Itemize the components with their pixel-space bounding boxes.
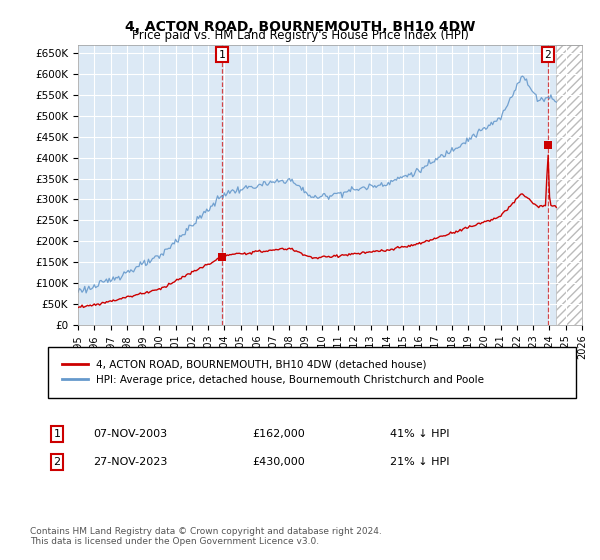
Text: 1: 1 <box>218 50 226 59</box>
Text: 41% ↓ HPI: 41% ↓ HPI <box>390 429 449 439</box>
Text: 2: 2 <box>53 457 61 467</box>
Text: 27-NOV-2023: 27-NOV-2023 <box>93 457 167 467</box>
Text: 1: 1 <box>53 429 61 439</box>
Text: £162,000: £162,000 <box>252 429 305 439</box>
Text: £430,000: £430,000 <box>252 457 305 467</box>
Text: 21% ↓ HPI: 21% ↓ HPI <box>390 457 449 467</box>
Text: Contains HM Land Registry data © Crown copyright and database right 2024.
This d: Contains HM Land Registry data © Crown c… <box>30 526 382 546</box>
FancyBboxPatch shape <box>48 347 576 398</box>
Bar <box>556 45 582 325</box>
Text: 4, ACTON ROAD, BOURNEMOUTH, BH10 4DW: 4, ACTON ROAD, BOURNEMOUTH, BH10 4DW <box>125 20 475 34</box>
Text: Price paid vs. HM Land Registry's House Price Index (HPI): Price paid vs. HM Land Registry's House … <box>131 29 469 42</box>
Text: 07-NOV-2003: 07-NOV-2003 <box>93 429 167 439</box>
Legend: 4, ACTON ROAD, BOURNEMOUTH, BH10 4DW (detached house), HPI: Average price, detac: 4, ACTON ROAD, BOURNEMOUTH, BH10 4DW (de… <box>58 357 487 388</box>
Text: 2: 2 <box>544 50 551 59</box>
